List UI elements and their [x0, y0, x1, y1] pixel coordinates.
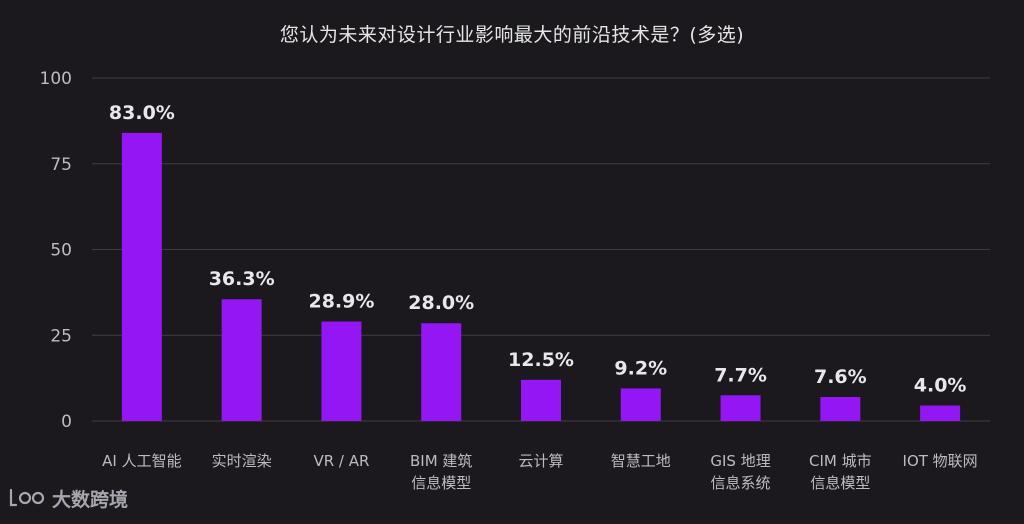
- x-tick-label: GIS 地理: [710, 452, 770, 470]
- data-label: 12.5%: [508, 349, 574, 371]
- data-label: 9.2%: [614, 357, 667, 379]
- x-tick-label: 云计算: [518, 452, 563, 470]
- x-tick-label: IOT 物联网: [903, 452, 978, 470]
- x-tick-label: 信息模型: [810, 474, 870, 492]
- y-tick-label: 100: [40, 69, 72, 89]
- bar: [920, 405, 961, 421]
- data-label: 28.0%: [408, 292, 474, 314]
- y-tick-label: 50: [50, 241, 72, 261]
- data-label: 4.0%: [914, 375, 967, 397]
- data-label: 83.0%: [109, 102, 175, 124]
- watermark-text: 大数跨境: [52, 488, 129, 511]
- x-tick-label: 信息系统: [711, 474, 771, 492]
- y-tick-label: 0: [61, 412, 72, 432]
- data-label: 28.9%: [308, 291, 374, 313]
- bar: [221, 299, 262, 421]
- watermark-logo: 大数跨境: [8, 484, 128, 512]
- x-tick-label: BIM 建筑: [410, 452, 472, 470]
- x-tick-label: VR / AR: [313, 452, 369, 470]
- bar: [620, 388, 661, 421]
- x-tick-label: 智慧工地: [611, 452, 671, 470]
- x-tick-label: 信息模型: [411, 474, 471, 492]
- chart-title: 您认为未来对设计行业影响最大的前沿技术是？(多选): [279, 24, 745, 46]
- bar: [720, 395, 761, 421]
- y-tick-label: 25: [50, 326, 72, 346]
- x-tick-label: AI 人工智能: [102, 452, 181, 470]
- bar: [820, 396, 861, 421]
- x-tick-label: CIM 城市: [809, 452, 872, 470]
- bar: [121, 132, 162, 421]
- bar: [321, 321, 362, 421]
- brand-logo-icon: [9, 488, 45, 507]
- y-tick-label: 75: [50, 155, 72, 175]
- bar: [521, 379, 561, 421]
- x-tick-label: 实时渲染: [212, 452, 272, 470]
- data-label: 7.7%: [714, 364, 767, 386]
- data-label: 36.3%: [209, 268, 275, 290]
- bar: [421, 323, 462, 421]
- data-label: 7.6%: [814, 366, 867, 388]
